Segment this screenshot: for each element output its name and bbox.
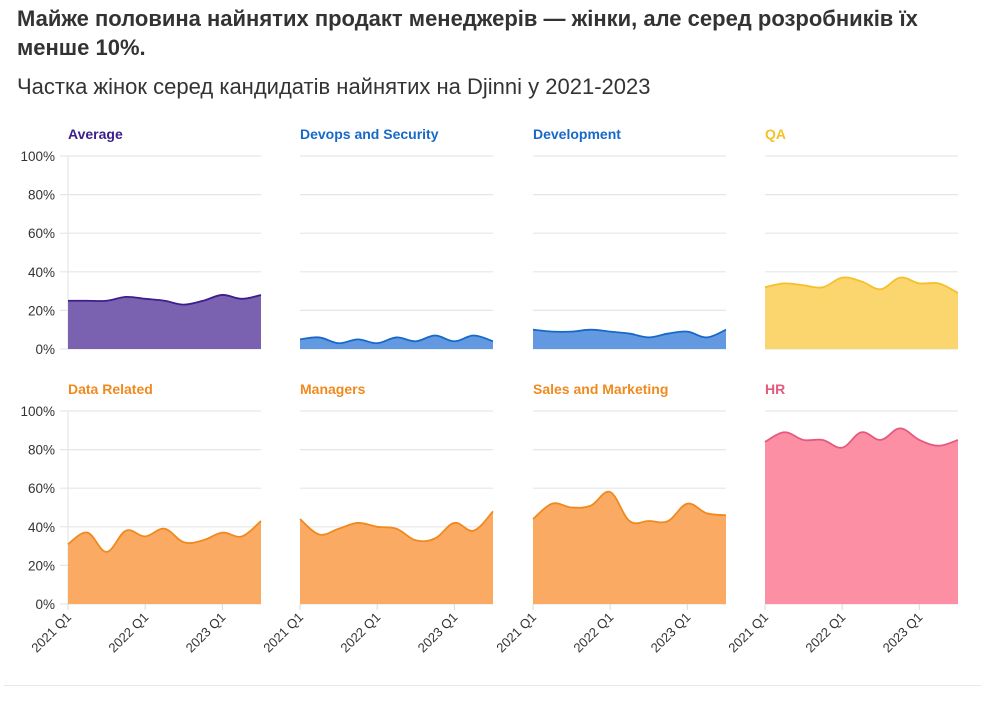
area-development <box>533 329 726 349</box>
area-average <box>68 294 261 349</box>
panel-title: Data Related <box>68 381 153 397</box>
y-tick-label: 100% <box>20 149 55 164</box>
y-tick-label: 40% <box>28 265 55 280</box>
panel-title: Devops and Security <box>300 126 439 142</box>
panel-title: Sales and Marketing <box>533 381 668 397</box>
x-tick-label: 2021 Q1 <box>28 610 74 656</box>
panel-hr: HR 2021 Q1 2022 Q1 2023 Q1 <box>725 381 959 656</box>
panel-managers: Managers 2021 Q1 2022 Q1 2023 Q1 <box>260 381 494 656</box>
line-average <box>68 294 262 306</box>
panel-sales-and-marketing: Sales and Marketing 2021 Q1 2022 Q1 2023 Q1 <box>493 381 727 656</box>
y-tick-label: 80% <box>28 188 55 203</box>
line-development <box>532 328 727 339</box>
y-tick-label: 0% <box>35 342 55 357</box>
x-tick-label: 2022 Q1 <box>105 610 151 656</box>
x-tick-label: 2023 Q1 <box>415 610 461 656</box>
y-tick-label: 60% <box>28 481 55 496</box>
y-tick-label: 80% <box>28 443 55 458</box>
y-tick-label: 100% <box>20 404 55 419</box>
x-tick-label: 2023 Q1 <box>183 610 229 656</box>
line-hr <box>764 427 959 449</box>
y-tick-label: 20% <box>28 558 55 573</box>
y-tick-label: 40% <box>28 520 55 535</box>
panel-development: Development <box>532 126 727 350</box>
x-tick-label: 2023 Q1 <box>648 610 694 656</box>
area-qa <box>765 277 958 349</box>
panel-data-related: Data Related 0% 20% 40% 60% 80% 100% 2021 Q1 202… <box>20 381 262 656</box>
y-tick-label: 20% <box>28 303 55 318</box>
area-managers <box>300 511 493 604</box>
x-tick-label: 2023 Q1 <box>880 610 926 656</box>
x-tick-label: 2022 Q1 <box>802 610 848 656</box>
x-tick-label: 2022 Q1 <box>570 610 616 656</box>
y-tick-label: 60% <box>28 226 55 241</box>
chart-title: Майже половина найнятих продакт менеджер… <box>17 6 918 60</box>
panel-average: Average 0% 20% 40% 60% 80% 100% <box>20 126 262 357</box>
panel-title: QA <box>765 126 786 142</box>
panel-title: Managers <box>300 381 366 397</box>
line-managers <box>299 510 494 543</box>
panel-devops-and-security: Devops and Security <box>299 126 494 350</box>
area-hr <box>765 428 958 604</box>
line-devops-and-security <box>299 334 494 345</box>
line-qa <box>764 276 959 294</box>
panel-title: Average <box>68 126 123 142</box>
chart-subtitle: Частка жінок серед кандидатів найнятих н… <box>17 74 651 99</box>
x-tick-label: 2021 Q1 <box>493 610 539 656</box>
panel-title: Development <box>533 126 621 142</box>
area-sales-and-marketing <box>533 491 726 604</box>
area-data-related <box>68 521 261 604</box>
footer-divider <box>4 685 981 686</box>
panel-qa: QA <box>764 126 959 350</box>
line-sales-and-marketing <box>532 490 727 525</box>
x-tick-label: 2022 Q1 <box>337 610 383 656</box>
panel-title: HR <box>765 381 785 397</box>
y-tick-label: 0% <box>35 597 55 612</box>
line-data-related <box>67 520 262 553</box>
x-tick-label: 2021 Q1 <box>260 610 306 656</box>
x-tick-label: 2021 Q1 <box>725 610 771 656</box>
